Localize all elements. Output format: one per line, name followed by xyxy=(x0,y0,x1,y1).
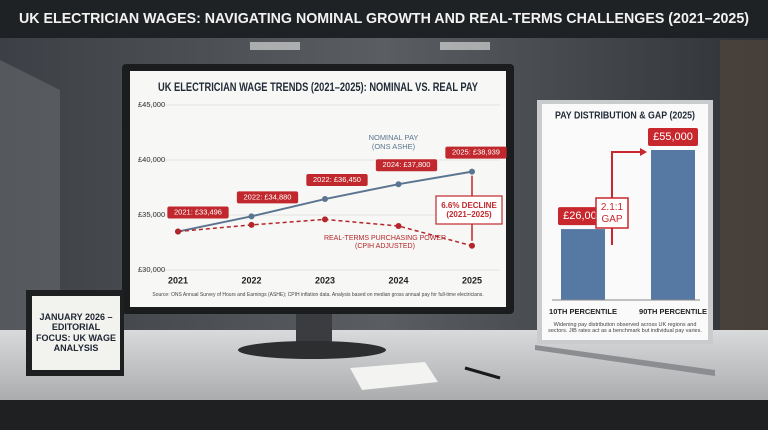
x-tick-label: 2024 xyxy=(388,275,408,285)
data-point xyxy=(322,216,328,223)
data-point xyxy=(395,223,402,229)
notepad xyxy=(350,362,438,390)
data-point xyxy=(175,228,181,235)
value-label: 2022: £36,450 xyxy=(313,175,361,184)
wood-panel xyxy=(720,40,768,340)
series-label: REAL-TERMS PURCHASING POWER (CPIH ADJUST… xyxy=(323,235,447,251)
y-tick-label: £35,000 xyxy=(138,210,165,219)
data-point xyxy=(248,221,255,228)
pen xyxy=(464,366,501,380)
annotation: 2.1:1 GAP xyxy=(600,202,624,225)
value-label-box xyxy=(236,191,299,204)
desk-edge xyxy=(0,400,768,430)
x-tick-label: 2022 xyxy=(241,275,261,285)
x-tick-label: 2023 xyxy=(315,275,335,285)
data-point xyxy=(395,181,402,188)
value-label-box xyxy=(167,206,229,219)
value-label-box xyxy=(375,159,438,172)
x-tick-label: 2021 xyxy=(168,275,188,285)
series-label: NOMINAL PAY (ONS ASHE) xyxy=(368,133,419,151)
data-point xyxy=(469,242,475,249)
wall-panel xyxy=(0,60,60,340)
x-tick-label: 2025 xyxy=(462,275,482,285)
page-title: UK ELECTRICIAN WAGES: NAVIGATING NOMINAL… xyxy=(19,10,749,27)
value-label-box xyxy=(445,146,507,159)
value-label: 2025: £38,939 xyxy=(452,148,500,157)
y-tick-label: £40,000 xyxy=(138,155,165,164)
bar xyxy=(651,150,695,300)
source-note: Source: ONS Annual Survey of Hours and E… xyxy=(152,292,484,298)
data-point xyxy=(469,168,475,175)
value-label: 2021: £33,496 xyxy=(174,208,222,217)
gap-arrow xyxy=(640,148,647,156)
calendar-text: JANUARY 2026 – EDITORIAL FOCUS: UK WAGE … xyxy=(36,312,116,354)
monitor-base xyxy=(238,341,386,359)
annotation-box xyxy=(595,197,629,229)
value-label-box xyxy=(306,174,368,187)
line-chart-title: UK ELECTRICIAN WAGE TRENDS (2021–2025): … xyxy=(158,80,478,94)
data-point xyxy=(322,196,328,203)
monitor-screen xyxy=(130,71,506,307)
ceiling-light xyxy=(440,42,490,50)
value-label-box xyxy=(648,128,698,146)
annotation: 6.6% DECLINE (2021–2025) xyxy=(441,201,497,220)
panel-note: Widening pay distribution observed acros… xyxy=(548,322,702,335)
bar-chart-title: PAY DISTRIBUTION & GAP (2025) xyxy=(555,111,695,122)
value-label: 2024: £37,800 xyxy=(383,160,431,169)
y-tick-label: £45,000 xyxy=(138,100,165,109)
data-point xyxy=(248,213,255,220)
calendar-page xyxy=(32,296,120,370)
panel-stand xyxy=(535,345,715,376)
x-tick-label: 90TH PERCENTILE xyxy=(639,307,707,316)
bar xyxy=(561,229,605,300)
title-banner xyxy=(0,0,768,38)
value-label: £55,000 xyxy=(653,131,693,143)
ceiling-light xyxy=(250,42,300,50)
annotation-box xyxy=(435,195,503,225)
x-tick-label: 10TH PERCENTILE xyxy=(549,307,617,316)
value-label: £26,000 xyxy=(563,210,603,222)
y-tick-label: £30,000 xyxy=(138,265,165,274)
value-label: 2022: £34,880 xyxy=(244,192,292,201)
